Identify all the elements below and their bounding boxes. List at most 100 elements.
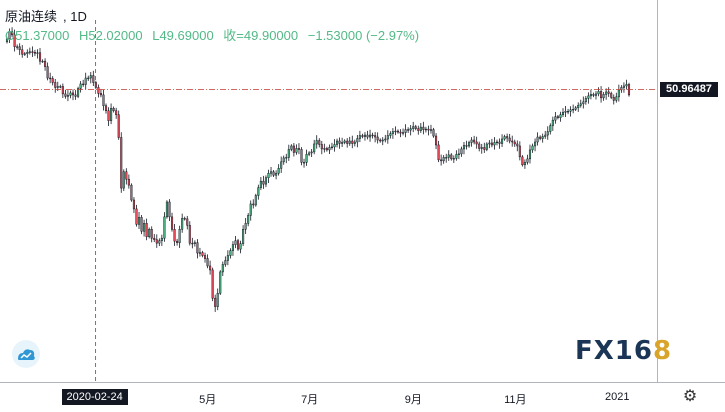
candle-body [371,134,374,137]
candle-body [21,49,24,55]
candle-body [315,140,318,145]
candle-body [589,94,592,97]
candle-body [264,177,267,185]
candle-body [8,31,11,40]
candle-body [165,201,168,218]
candle-body [351,140,354,144]
candle-body [465,145,468,147]
candle-body [99,93,102,96]
candle-body [33,51,36,54]
candle-body [173,229,176,242]
candle-body [257,187,260,196]
candle-body [356,138,359,143]
candle-body [539,136,542,139]
candle-body [107,110,110,121]
candle-body [201,252,204,256]
candle-body [297,148,300,150]
candle-body [26,51,29,54]
candle-body [158,240,161,244]
candle-body [343,140,346,143]
candle-body [447,154,450,158]
candle-body [483,147,486,150]
candle-body [574,107,577,110]
candle-body [536,136,539,143]
brand-text: FX16 [575,336,653,366]
candle-body [104,105,108,111]
candle-body [183,218,186,220]
candle-body [582,101,585,105]
candle-body [394,130,397,133]
candle-body [452,158,455,160]
candle-body [46,66,49,79]
candle-body [366,134,369,138]
candle-body [249,203,252,216]
candle-body [473,139,476,143]
candle-body [285,157,288,159]
candle-body [572,109,575,111]
candle-body [488,142,491,145]
candle-body [556,116,559,118]
candle-body [534,141,537,147]
candle-body [389,133,392,136]
candle-body [495,141,499,144]
open-value: O51.37000 [5,28,70,43]
candle-body [358,135,361,139]
candle-body [455,154,458,159]
candle-body [295,148,298,153]
candle-body [64,93,67,97]
candle-body [77,88,80,97]
candle-body [170,216,174,230]
candle-body [544,134,547,137]
candle-body [305,154,308,163]
candle-body [229,250,232,256]
legend-row-symbol: 原油连续, 1D [5,9,87,24]
candle-body [84,77,87,85]
candle-body [280,161,283,169]
candle-body [617,89,620,98]
candle-body [66,95,69,97]
candle-body [155,239,158,244]
candle-body [338,140,341,144]
candle-body [526,158,529,163]
brand-logo: FX168 [575,336,672,366]
candle-body [125,171,128,180]
candle-body [427,128,430,131]
candle-body [516,143,519,147]
candle-body [432,129,435,137]
cloud-logo-icon[interactable] [12,340,40,368]
candle-body [11,31,14,36]
candle-body [92,75,95,83]
candle-body [74,94,77,97]
candle-body [89,75,92,79]
candle-body [28,51,31,53]
interval-label[interactable]: 1D [70,9,87,24]
candle-body [130,184,133,201]
x-tick-label: 11月 [504,394,527,406]
candle-body [112,108,115,111]
candle-body [412,126,415,129]
candle-body [605,91,608,95]
candle-body [554,116,557,121]
candle-body [163,216,166,239]
candle-body [612,97,615,101]
candle-body [44,60,47,67]
candle-body [493,142,496,146]
candle-body [18,46,21,51]
candle-body [153,237,156,240]
brand-number: 8 [653,336,673,366]
candle-body [71,92,75,96]
candle-body [226,255,229,261]
candle-body [336,140,339,145]
candle-body [87,77,90,80]
legend-row-ohlc: O51.37000 H52.02000 L49.69000 收=49.90000… [5,25,425,44]
candle-body [236,240,240,250]
candle-body [252,203,255,206]
candle-body [429,129,433,131]
candle-body [244,223,247,230]
candle-body [178,229,181,243]
candle-body [287,149,290,158]
candle-body [313,143,316,153]
candle-body [49,77,52,80]
gear-icon[interactable]: ⚙ [682,388,698,405]
